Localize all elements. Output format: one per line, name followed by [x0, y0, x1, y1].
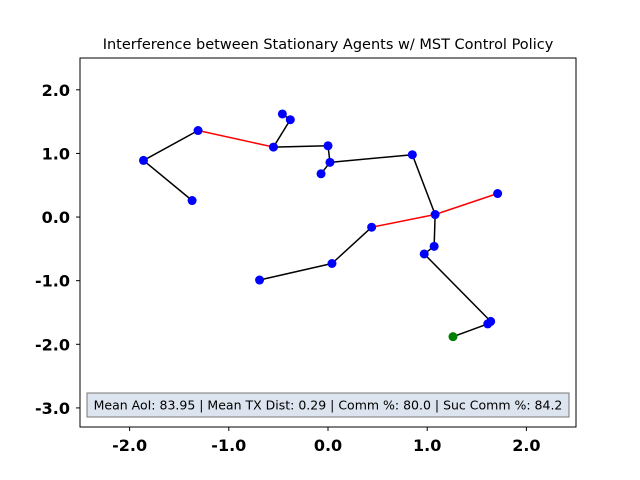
- agent-point: [277, 109, 287, 119]
- x-tick-label: 1.0: [413, 436, 441, 455]
- plot-area: -2.0 -1.0 0.0 1.0 2.0 -3.0 -2.0 -1.0 0.0 1.0 2.0 Me…: [35, 57, 577, 455]
- stats-annotation-text: Mean AoI: 83.95 | Mean TX Dist: 0.29 | C…: [94, 398, 563, 413]
- agent-point: [325, 157, 335, 167]
- mst-link: [423, 253, 492, 322]
- axes-frame: [79, 57, 577, 428]
- agent-point: [407, 150, 417, 160]
- mst-link: [259, 262, 333, 281]
- agent-point: [327, 258, 337, 268]
- y-tick-label: 0.0: [42, 208, 70, 227]
- mst-link: [329, 153, 413, 164]
- x-tick-label: 2.0: [512, 436, 540, 455]
- agent-point: [430, 210, 440, 220]
- agent-point: [187, 196, 197, 206]
- x-tick-label: -1.0: [211, 436, 246, 455]
- chart-title: Interference between Stationary Agents w…: [103, 37, 554, 53]
- agent-point: [429, 241, 439, 251]
- agent-point: [493, 189, 503, 199]
- interference-link: [434, 192, 498, 216]
- y-tick-label: -1.0: [35, 272, 70, 291]
- mst-link: [143, 129, 199, 162]
- mst-link: [143, 159, 193, 202]
- interference-link: [371, 213, 436, 228]
- mst-link: [411, 154, 436, 215]
- mst-link: [331, 226, 373, 265]
- x-tick-label: -2.0: [112, 436, 147, 455]
- stats-annotation-box: [86, 392, 570, 418]
- agent-point: [268, 142, 278, 152]
- agent-point: [316, 169, 326, 179]
- y-tick-label: -2.0: [35, 335, 70, 354]
- mst-link: [452, 323, 488, 338]
- mst-link: [272, 119, 291, 148]
- agent-point: [419, 249, 429, 259]
- agent-point: [448, 332, 458, 342]
- y-tick-label: 2.0: [42, 81, 70, 100]
- y-tick-label: 1.0: [42, 144, 70, 163]
- agent-point: [255, 275, 265, 285]
- agent-point: [323, 141, 333, 151]
- agent-point: [193, 126, 203, 136]
- y-tick-label: -3.0: [35, 399, 70, 418]
- interference-link: [197, 129, 274, 148]
- x-tick-label: 0.0: [314, 436, 342, 455]
- mst-link: [433, 214, 436, 247]
- mst-link: [273, 145, 329, 148]
- agent-point: [367, 222, 377, 232]
- agent-point: [483, 319, 493, 329]
- agent-point: [138, 155, 148, 165]
- agent-point: [285, 115, 295, 125]
